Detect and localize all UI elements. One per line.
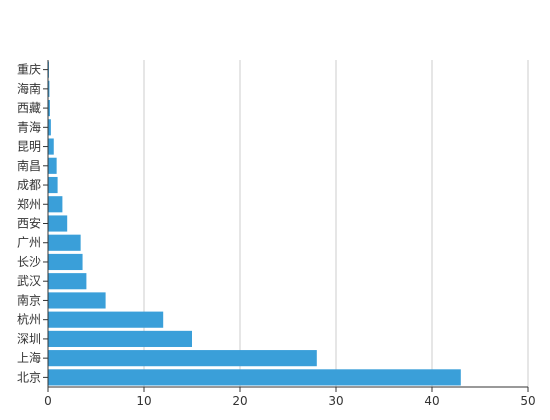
category-label: 深圳 xyxy=(17,332,41,346)
category-label: 成都 xyxy=(17,178,41,192)
bar-14 xyxy=(48,119,51,136)
category-label: 南京 xyxy=(17,292,41,307)
category-label: 昆明 xyxy=(17,140,41,154)
bar-13 xyxy=(48,138,54,155)
category-label: 南昌 xyxy=(17,158,41,173)
x-tick-label: 30 xyxy=(328,394,343,408)
bar-2 xyxy=(48,350,317,367)
x-tick-label: 10 xyxy=(136,394,151,408)
bar-9 xyxy=(48,215,68,232)
bar-7 xyxy=(48,253,83,271)
category-label: 杭州 xyxy=(17,312,41,327)
category-label: 北京 xyxy=(17,370,41,384)
bar-5 xyxy=(48,292,106,309)
bar-11 xyxy=(48,176,58,194)
bar-4 xyxy=(48,311,164,328)
category-label: 郑州 xyxy=(17,196,41,211)
category-label: 青海 xyxy=(17,119,41,134)
y-axis-categories: 北京 上海 深圳 杭州 南京 武汉 长沙 广州 西安 郑州 成都 南昌 昆明 青海 西藏 海南 重庆 xyxy=(17,63,48,384)
category-label: 上海 xyxy=(17,350,41,365)
category-label: 西藏 xyxy=(17,101,41,115)
category-label: 武汉 xyxy=(17,274,41,288)
bar-10 xyxy=(48,196,63,213)
grid-lines xyxy=(143,60,529,387)
category-label: 海南 xyxy=(17,81,41,96)
category-label: 西安 xyxy=(17,216,41,231)
x-tick-label: 20 xyxy=(232,394,247,408)
x-axis-ticks: 0 10 20 30 40 50 xyxy=(44,387,536,408)
bar-12 xyxy=(48,157,57,174)
bars xyxy=(48,61,461,386)
bar-6 xyxy=(48,273,87,290)
bar-16 xyxy=(48,80,50,97)
category-label: 广州 xyxy=(17,236,41,250)
category-label: 重庆 xyxy=(17,63,41,77)
x-tick-label: 50 xyxy=(520,394,535,408)
bar-3 xyxy=(48,330,192,347)
bar-1 xyxy=(48,369,461,386)
category-label: 长沙 xyxy=(17,255,41,269)
bar-8 xyxy=(48,234,81,251)
bar-15 xyxy=(48,100,50,117)
x-tick-label: 0 xyxy=(44,394,52,408)
x-tick-label: 40 xyxy=(424,394,439,408)
